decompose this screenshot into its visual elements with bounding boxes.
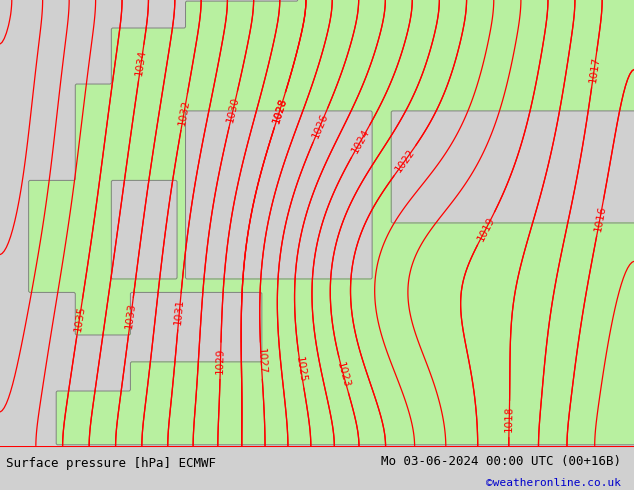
Text: 1031: 1031 bbox=[173, 298, 186, 325]
Text: 1022: 1022 bbox=[393, 147, 417, 174]
Text: Surface pressure [hPa] ECMWF: Surface pressure [hPa] ECMWF bbox=[6, 457, 216, 470]
Text: 1028: 1028 bbox=[271, 96, 288, 124]
Text: 1016: 1016 bbox=[593, 204, 607, 232]
Text: 1034: 1034 bbox=[134, 49, 148, 76]
Text: 1032: 1032 bbox=[177, 98, 191, 126]
Text: 1026: 1026 bbox=[311, 111, 330, 140]
Text: 1023: 1023 bbox=[335, 361, 352, 389]
Text: 1030: 1030 bbox=[226, 96, 241, 123]
Text: 1033: 1033 bbox=[124, 302, 138, 330]
Text: 1035: 1035 bbox=[73, 304, 86, 332]
Text: ©weatheronline.co.uk: ©weatheronline.co.uk bbox=[486, 478, 621, 489]
Text: 1024: 1024 bbox=[350, 127, 372, 155]
Text: 1027: 1027 bbox=[256, 347, 267, 374]
Text: 1018: 1018 bbox=[504, 406, 515, 432]
Text: 1017: 1017 bbox=[587, 56, 601, 83]
Text: 1028: 1028 bbox=[271, 96, 288, 124]
Text: 1029: 1029 bbox=[215, 347, 226, 374]
Text: 1019: 1019 bbox=[476, 215, 496, 243]
Text: 1025: 1025 bbox=[294, 356, 308, 384]
Text: Mo 03-06-2024 00:00 UTC (00+16B): Mo 03-06-2024 00:00 UTC (00+16B) bbox=[381, 455, 621, 468]
